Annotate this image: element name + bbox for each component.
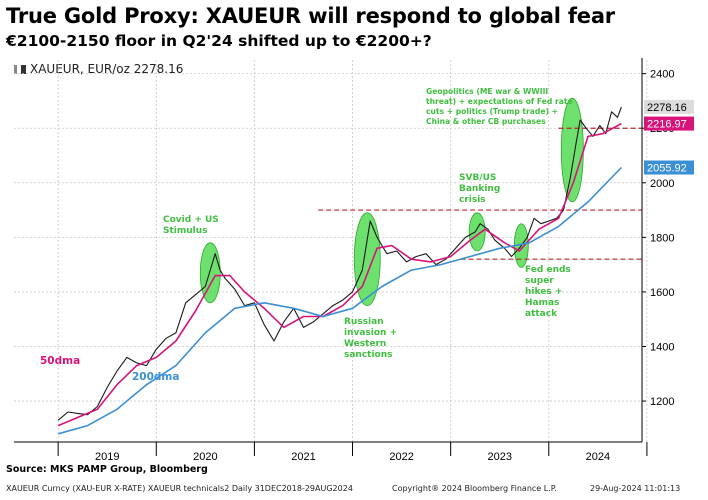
x-tick-label: 2024 [586, 451, 610, 463]
price-line [57, 106, 622, 421]
x-tick-label: 2021 [291, 451, 315, 463]
annotations: Covid + US Stimulus Russian invasion + Weste… [40, 87, 573, 383]
annotation-fed: Fed ends super hikes + Hamas attack [525, 265, 571, 319]
gridlines [14, 60, 648, 442]
source-note: Source: MKS PAMP Group, Bloomberg [6, 464, 208, 475]
x-tick-label: 2019 [95, 451, 119, 463]
highlight-ellipse [468, 212, 486, 252]
series-lines [57, 106, 622, 435]
annotation-russia: Russian invasion + Western sanctions [344, 317, 397, 360]
last-value-tag [644, 160, 694, 175]
y-tick-label: 1600 [650, 287, 674, 299]
annotation-covid: Covid + US Stimulus [163, 215, 219, 236]
last-value-tag [644, 99, 694, 114]
x-ticks: 2019 2020 2021 2022 2023 2024 [57, 442, 648, 463]
last-value-tags: 2278.16 2216.97 2055.92 [644, 99, 694, 175]
highlight-ellipse [353, 212, 381, 306]
dma50-label: 50dma [40, 355, 80, 367]
x-tick-label: 2023 [487, 451, 511, 463]
copyright: Copyright® 2024 Bloomberg Finance L.P. [392, 484, 557, 493]
y-tick-label: 1400 [650, 342, 674, 354]
chart-title: True Gold Proxy: XAUEUR will respond to … [6, 4, 615, 28]
dma200-label: 200dma [132, 371, 179, 383]
highlight-ellipse [199, 242, 221, 304]
reference-lines [318, 127, 642, 260]
y-tick-label: 2400 [650, 69, 674, 81]
timestamp: 29-Aug-2024 11:01:13 [590, 484, 681, 493]
ticker-meta: XAUEUR Curncy (XAU-EUR X-RATE) XAUEUR te… [6, 484, 353, 493]
axes [14, 58, 643, 443]
legend-label: XAUEUR, EUR/oz 2278.16 [30, 62, 184, 76]
y-tick-label: 1800 [650, 232, 674, 244]
legend-swatch [21, 64, 26, 74]
legend: XAUEUR, EUR/oz 2278.16 [14, 62, 183, 76]
annotation-svb: SVB/US Banking crisis [459, 173, 500, 205]
y-tick-label: 2000 [650, 178, 674, 190]
x-tick-label: 2020 [193, 451, 217, 463]
last-value-tag [644, 116, 694, 131]
last-value-label: 2055.92 [647, 163, 687, 175]
event-highlights [199, 97, 584, 306]
annotation-geopolitics: Geopolitics (ME war & WWIII threat) + exp… [426, 87, 573, 126]
y-tick-label: 1200 [650, 396, 674, 408]
last-value-label: 2278.16 [647, 102, 687, 114]
chart-subtitle: €2100-2150 floor in Q2'24 shifted up to … [6, 32, 432, 50]
x-tick-label: 2022 [389, 451, 413, 463]
last-value-label: 2216.97 [647, 119, 687, 131]
dma200-line [57, 166, 622, 435]
dma50-line [57, 122, 622, 427]
legend-marker-icon [14, 64, 17, 74]
